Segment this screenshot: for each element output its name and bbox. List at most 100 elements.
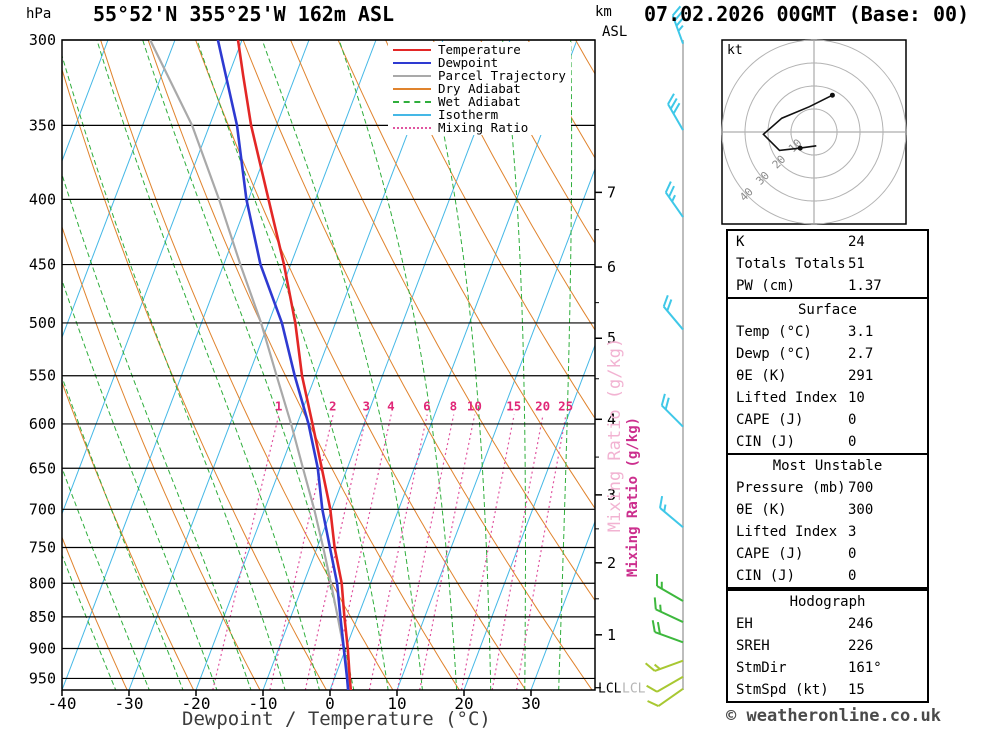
dry-adiabat-line	[337, 40, 595, 510]
wind-barb	[667, 93, 684, 131]
surface-stat-row: Temp (°C) 3.1	[728, 321, 927, 343]
wet-adiabat-line	[62, 278, 218, 690]
legend-line-sample	[393, 113, 431, 116]
surface-section-title: Surface	[797, 302, 857, 318]
pressure-tick-label: 550	[29, 367, 56, 385]
isotherm-line	[530, 520, 595, 690]
legend-line-sample	[393, 48, 431, 51]
chart-legend: Temperature Dewpoint Parcel Trajectory Dry …	[388, 42, 571, 135]
dewpoint-curve	[216, 40, 350, 690]
indices-table: K 24 Totals Totals 51 PW (cm) 1.37	[726, 229, 929, 299]
isotherm-line	[128, 40, 377, 690]
stat-label: θE (K)	[736, 368, 787, 384]
stat-value: 15	[848, 682, 865, 698]
indices-stat-row: Totals Totals 51	[728, 253, 927, 275]
legend-item: Dewpoint	[393, 56, 566, 69]
temperature-tick-label: 20	[454, 694, 473, 713]
km-tick-label: 3	[607, 486, 616, 504]
km-tick-label: 4	[607, 410, 616, 428]
pressure-tick-label: 700	[29, 500, 56, 518]
isotherm-line	[262, 40, 511, 690]
wind-barb	[647, 688, 684, 707]
altitude-axis-unit-km: km	[595, 4, 612, 20]
legend-item: Parcel Trajectory	[393, 69, 566, 82]
mixing-ratio-line	[212, 414, 280, 690]
wind-barb	[659, 495, 684, 528]
stat-label: Lifted Index	[736, 524, 838, 540]
temperature-tick-label: 0	[325, 694, 335, 713]
isotherm-line	[463, 343, 595, 690]
temperature-tick-label: -10	[249, 694, 278, 713]
temperature-curve	[236, 40, 353, 690]
wet-adiabat-line	[422, 40, 492, 690]
hodograph-table: Hodograph EH 246 SREH 226 StmDir 161° StmSpd (k…	[726, 589, 929, 703]
stat-value: 0	[848, 546, 857, 562]
surface-stat-row: CAPE (J) 0	[728, 409, 927, 431]
most-unstable-stat-row: CAPE (J) 0	[728, 543, 927, 565]
isotherm-line	[62, 40, 176, 339]
km-tick-label: 1	[607, 626, 616, 644]
mixing-ratio-value-label: 6	[423, 399, 431, 414]
temperature-tick-label: -40	[48, 694, 77, 713]
hodograph-ring	[790, 108, 838, 156]
pressure-tick-label: 800	[29, 574, 56, 592]
legend-item: Isotherm	[393, 108, 566, 121]
legend-line-sample	[393, 87, 431, 90]
stat-label: CIN (J)	[736, 434, 796, 450]
stat-value: 246	[848, 616, 874, 632]
most-unstable-stat-row: θE (K) 300	[728, 499, 927, 521]
pressure-tick-label: 650	[29, 459, 56, 477]
most-unstable-table: Most Unstable Pressure (mb) 700 θE (K) 300 Li…	[726, 453, 929, 589]
wind-barb	[656, 573, 684, 602]
stat-value: 10	[848, 390, 865, 406]
surface-stat-row: CIN (J) 0	[728, 431, 927, 453]
stat-value: 3	[848, 524, 857, 540]
mixing-ratio-value-label: 2	[329, 399, 337, 414]
legend-label: Mixing Ratio	[438, 120, 529, 135]
legend-item: Temperature	[393, 43, 566, 56]
km-tick-label: 5	[607, 329, 616, 347]
temperature-tick-label: -30	[115, 694, 144, 713]
wet-adiabat-line	[142, 40, 355, 690]
plot-border	[61, 39, 596, 691]
dry-adiabat-line	[385, 40, 595, 420]
stat-value: 161°	[848, 660, 882, 676]
stat-label: StmSpd (kt)	[736, 682, 829, 698]
dry-adiabat-line	[480, 40, 595, 245]
stat-value: 300	[848, 502, 874, 518]
pressure-axis-unit-label: hPa	[26, 6, 52, 22]
legend-line-sample	[393, 61, 431, 64]
sounding-profiles	[149, 40, 353, 690]
stat-label: CAPE (J)	[736, 546, 804, 562]
wet-adiabat-line	[502, 40, 526, 690]
pressure-tick-label: 500	[29, 314, 56, 332]
pressure-tick-label: 350	[29, 116, 56, 134]
hodograph-section-title: Hodograph	[789, 594, 866, 610]
isotherm-line	[396, 167, 595, 690]
km-tick-label: 6	[607, 258, 616, 276]
mixing-ratio-value-label: 25	[558, 399, 573, 414]
hodograph-ring	[767, 85, 861, 179]
isotherm-line	[195, 40, 444, 690]
km-tick-label: 7	[607, 183, 616, 201]
mixing-ratio-value-label: 10	[467, 399, 482, 414]
pressure-tick-label: 850	[29, 608, 56, 626]
dry-adiabat-line	[100, 40, 394, 690]
legend-label: Isotherm	[438, 107, 499, 122]
temperature-tick-label: 30	[521, 694, 540, 713]
mixing-ratio-axis-label-light: Mixing Ratio (g/kg)	[605, 338, 625, 532]
stat-label: θE (K)	[736, 502, 787, 518]
lcl-label-secondary: LCL	[622, 682, 646, 697]
pressure-tick-label: 600	[29, 415, 56, 433]
isotherm-line	[62, 40, 310, 690]
wind-barb	[653, 597, 684, 623]
stat-value: 2.7	[848, 346, 874, 362]
indices-stat-row: K 24	[728, 231, 927, 253]
stat-label: K	[736, 234, 745, 250]
mixing-ratio-value-label: 8	[450, 399, 458, 414]
isotherm-line	[0, 40, 41, 690]
stat-value: 0	[848, 412, 857, 428]
wind-barb	[651, 620, 684, 644]
altitude-axis-unit-asl: ASL	[602, 24, 628, 40]
